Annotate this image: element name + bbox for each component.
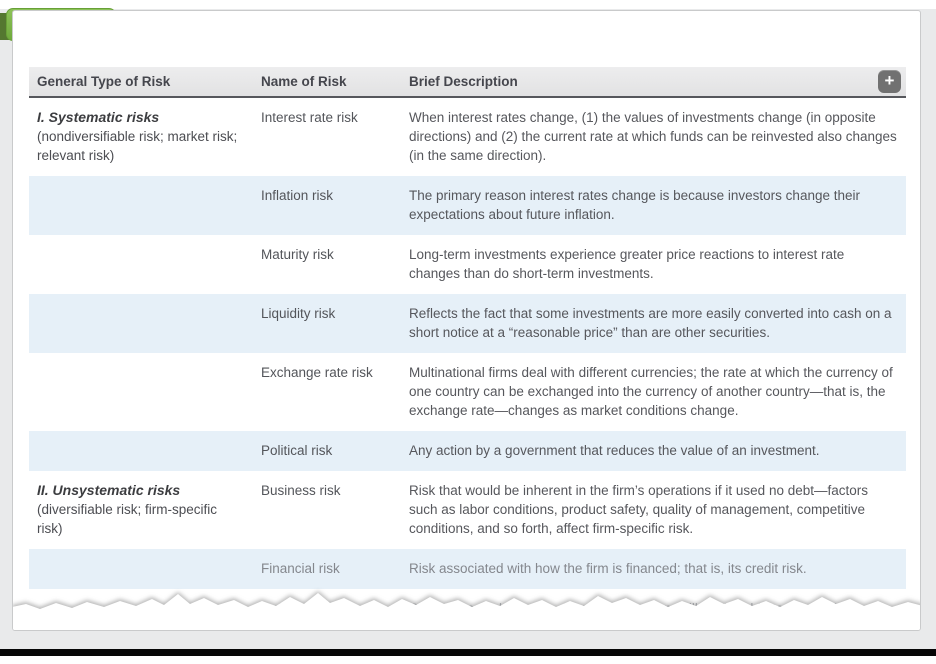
group-subtitle: (diversifiable risk; firm-specific risk) <box>37 502 218 536</box>
risk-description: Any action by a government that reduces … <box>409 443 820 458</box>
plus-icon: + <box>884 71 895 90</box>
header-brief-description: Brief Description <box>409 74 518 89</box>
risk-description: Long-term investments experience greater… <box>409 247 845 281</box>
general-type-cell <box>37 245 261 283</box>
header-name-of-risk: Name of Risk <box>261 74 347 89</box>
group-title: II. Unsystematic risks <box>37 482 181 498</box>
general-type-cell <box>37 441 261 460</box>
table-row: Political risk Any action by a governmen… <box>29 431 906 471</box>
risk-name: Interest rate risk <box>261 110 358 125</box>
general-type-cell: I. Systematic risks (nondiversifiable ri… <box>37 108 261 165</box>
table-row: Maturity risk Long-term investments expe… <box>29 235 906 294</box>
header-general-type: General Type of Risk <box>37 74 171 89</box>
risk-description: Multinational firms deal with different … <box>409 365 893 418</box>
table-row: Exchange rate risk Multinational firms d… <box>29 353 906 431</box>
risk-description: Reflects the fact that some investments … <box>409 306 892 340</box>
group-subtitle: (nondiversifiable risk; market risk; rel… <box>37 129 238 163</box>
risk-description: Risk associated with how the firm is fin… <box>409 561 807 576</box>
table-row: Financial risk Risk associated with how … <box>29 549 906 589</box>
bottom-border-bar <box>0 649 936 656</box>
risk-description: The primary reason interest rates change… <box>409 188 860 222</box>
table-row: Inflation risk The primary reason intere… <box>29 176 906 235</box>
general-type-cell <box>37 599 261 618</box>
content-panel: General Type of Risk Name of Risk Brief … <box>12 10 921 631</box>
risk-name: Exchange rate risk <box>261 365 373 380</box>
risk-name: Liquidity risk <box>261 306 336 321</box>
general-type-cell <box>37 304 261 342</box>
risk-name: Maturity risk <box>261 247 334 262</box>
risk-name: Financial risk <box>261 561 340 576</box>
risk-name: Inflation risk <box>261 188 334 203</box>
table-row: Liquidity risk Reflects the fact that so… <box>29 294 906 353</box>
general-type-cell: II. Unsystematic risks (diversifiable ri… <box>37 481 261 538</box>
group-title: I. Systematic risks <box>37 109 160 125</box>
general-type-cell <box>37 186 261 224</box>
risk-description: Risk that would be inherent in the firm’… <box>409 483 868 536</box>
risk-name: Political risk <box>261 443 333 458</box>
general-type-cell <box>37 559 261 578</box>
table-row: Default risk Part of financial risk, the… <box>29 589 906 629</box>
expand-table-button[interactable]: + <box>878 70 901 93</box>
risk-description: Part of financial risk, the chance that … <box>409 601 848 616</box>
table-body: I. Systematic risks (nondiversifiable ri… <box>29 98 906 629</box>
table-row: I. Systematic risks (nondiversifiable ri… <box>29 98 906 176</box>
risk-description: When interest rates change, (1) the valu… <box>409 110 897 163</box>
general-type-cell <box>37 363 261 420</box>
risk-table: General Type of Risk Name of Risk Brief … <box>29 67 906 629</box>
table-row: II. Unsystematic risks (diversifiable ri… <box>29 471 906 549</box>
risk-name: Default risk <box>261 601 329 616</box>
risk-name: Business risk <box>261 483 341 498</box>
table-header-row: General Type of Risk Name of Risk Brief … <box>29 67 906 98</box>
